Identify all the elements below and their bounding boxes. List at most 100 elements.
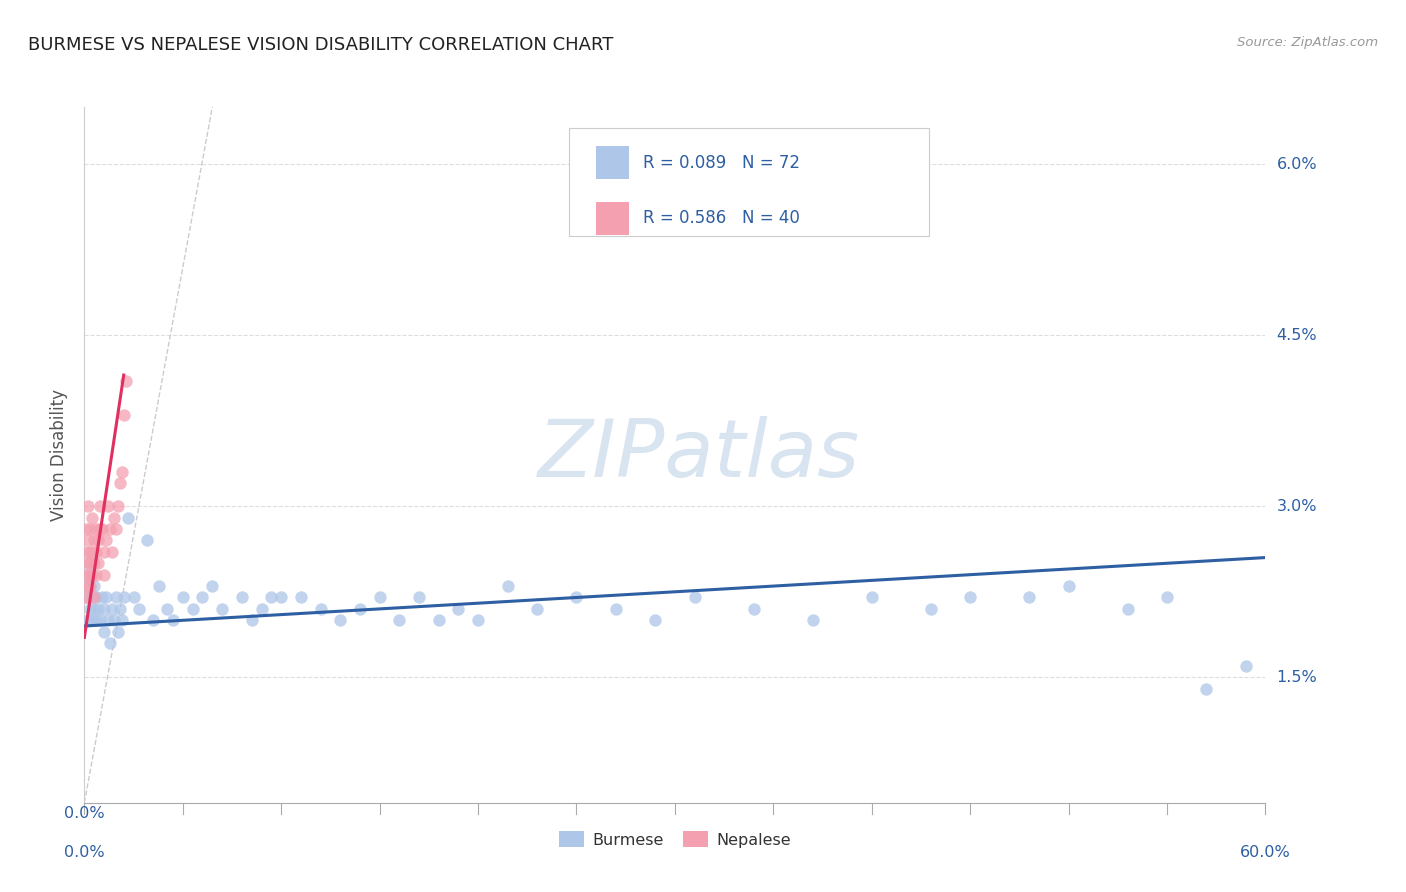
Point [107,624,129,639]
Point [84,567,107,582]
Point [91,591,114,605]
Point [79,556,101,570]
Point [112,408,135,422]
Point [94,533,117,548]
Point [496,579,519,593]
Point [605,602,627,616]
Point [84,545,107,559]
Point [82,510,104,524]
Point [93,624,115,639]
Point [93,567,115,582]
Point [801,613,824,627]
Point [82,545,104,559]
Point [84,522,107,536]
Point [172,591,194,605]
Point [89,522,111,536]
Text: R = 0.586   N = 40: R = 0.586 N = 40 [643,210,800,227]
Point [1018,591,1040,605]
Point [683,591,706,605]
Point [231,591,253,605]
Text: 1.5%: 1.5% [1277,670,1317,685]
Point [98,636,121,650]
Point [1156,591,1178,605]
Point [98,522,121,536]
Point [111,465,134,479]
Point [467,613,489,627]
Point [108,602,131,616]
Point [156,602,179,616]
Point [408,591,430,605]
Point [89,613,111,627]
Point [114,374,136,388]
Point [75,545,97,559]
Text: ZIPatlas: ZIPatlas [537,416,859,494]
Point [349,602,371,616]
Text: BURMESE VS NEPALESE VISION DISABILITY CORRELATION CHART: BURMESE VS NEPALESE VISION DISABILITY CO… [28,36,613,54]
Point [79,522,101,536]
Text: 3.0%: 3.0% [1277,499,1317,514]
Point [260,591,283,605]
Point [104,591,127,605]
Point [89,500,111,514]
Point [1195,681,1218,696]
Point [101,602,124,616]
Point [128,602,150,616]
Point [87,602,110,616]
Point [742,602,765,616]
Text: 0.0%: 0.0% [65,845,104,860]
Point [83,556,105,570]
Text: 4.5%: 4.5% [1277,327,1317,343]
Point [87,533,110,548]
Point [117,510,139,524]
Point [270,591,292,605]
Point [77,613,100,627]
Point [108,476,131,491]
Point [959,591,981,605]
Point [93,545,115,559]
Point [79,579,101,593]
Point [75,591,97,605]
FancyBboxPatch shape [568,128,929,235]
Point [83,591,105,605]
Point [75,567,97,582]
Point [191,591,214,605]
Point [82,613,104,627]
Point [77,556,100,570]
Point [860,591,883,605]
Point [920,602,942,616]
Point [103,510,125,524]
Point [1057,579,1080,593]
Point [83,602,105,616]
Point [142,613,165,627]
Point [84,591,107,605]
Point [122,591,145,605]
Point [75,522,97,536]
Point [427,613,450,627]
Point [93,602,115,616]
Point [79,567,101,582]
Point [75,567,97,582]
Point [87,556,110,570]
Point [290,591,312,605]
Point [97,500,120,514]
Point [240,613,263,627]
Point [136,533,159,548]
Point [103,613,125,627]
Point [111,613,134,627]
Text: R = 0.089   N = 72: R = 0.089 N = 72 [643,153,800,171]
Point [84,613,107,627]
Point [1234,659,1257,673]
Point [181,602,204,616]
Point [77,500,100,514]
Point [211,602,233,616]
Point [309,602,332,616]
Point [79,556,101,570]
Y-axis label: Vision Disability: Vision Disability [51,389,69,521]
Point [82,591,104,605]
Point [162,613,184,627]
Point [75,591,97,605]
Point [107,500,129,514]
Point [104,522,127,536]
Point [79,545,101,559]
Point [148,579,170,593]
